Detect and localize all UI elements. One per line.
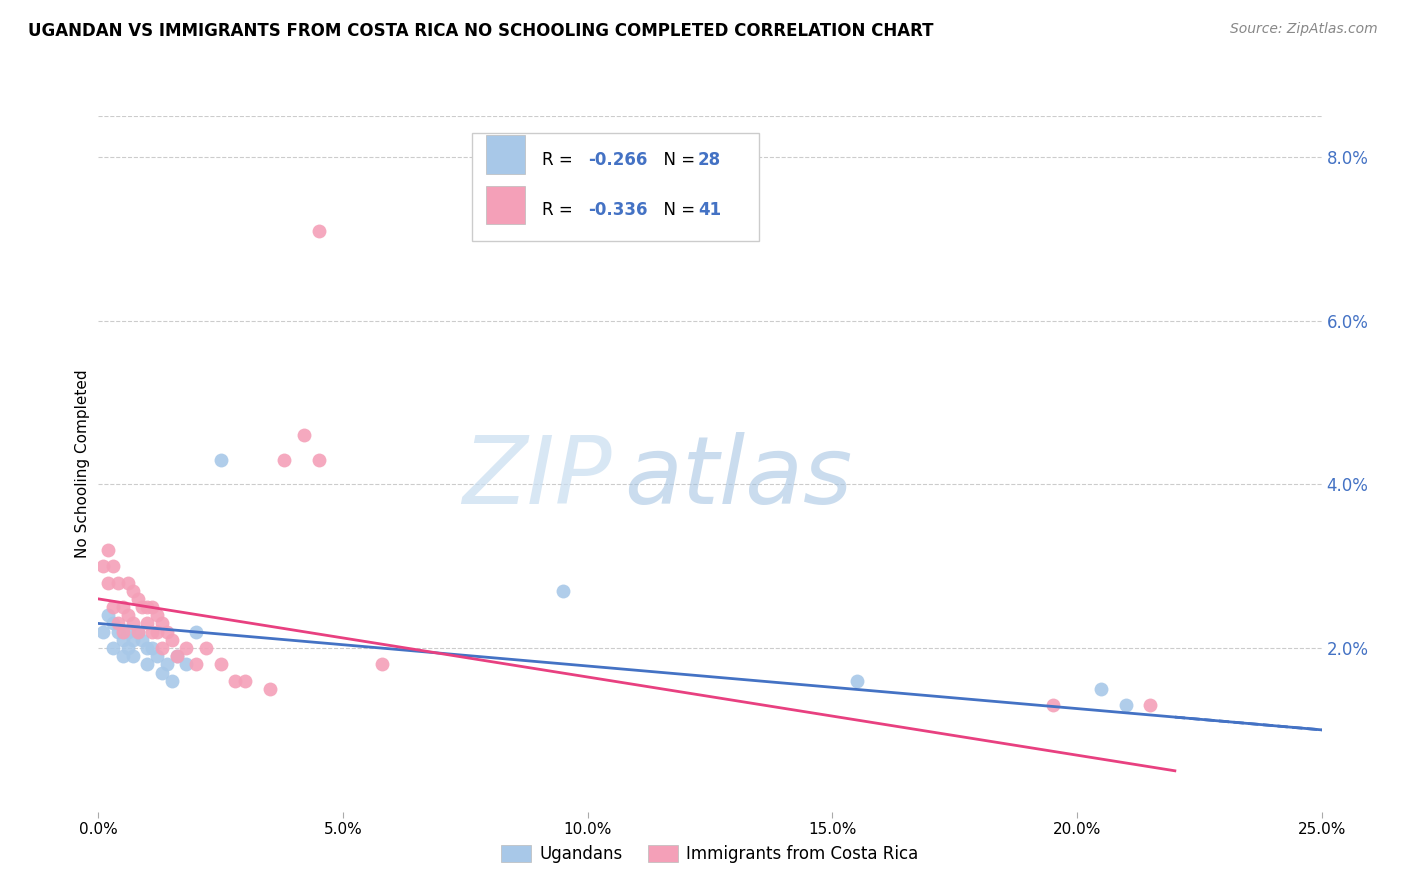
Point: [166, 649, 188, 664]
Point: [176, 657, 198, 672]
Text: R =: R =: [543, 151, 578, 169]
Point: [121, 583, 143, 598]
Point: [195, 640, 218, 655]
Point: [160, 632, 183, 647]
Point: [121, 616, 143, 631]
Text: N =: N =: [652, 201, 700, 219]
Point: [141, 600, 163, 615]
Text: 28: 28: [697, 151, 721, 169]
Point: [107, 624, 129, 639]
Point: [1090, 681, 1112, 696]
Point: [101, 559, 124, 574]
Text: 41: 41: [697, 201, 721, 219]
Point: [224, 673, 246, 688]
Point: [150, 616, 173, 631]
Point: [1042, 698, 1064, 713]
Legend: Ugandans, Immigrants from Costa Rica: Ugandans, Immigrants from Costa Rica: [495, 838, 925, 870]
Point: [101, 616, 124, 631]
Point: [150, 640, 173, 655]
Point: [273, 452, 295, 467]
Point: [117, 624, 139, 639]
Point: [131, 632, 153, 647]
Point: [292, 428, 315, 442]
Point: [101, 640, 124, 655]
Point: [127, 624, 149, 639]
Point: [160, 673, 183, 688]
Point: [209, 657, 232, 672]
Point: [233, 673, 256, 688]
Point: [117, 575, 139, 590]
Point: [121, 649, 143, 664]
Point: [127, 591, 149, 606]
Text: R =: R =: [543, 201, 578, 219]
Text: -0.336: -0.336: [588, 201, 647, 219]
Point: [111, 632, 134, 647]
Text: UGANDAN VS IMMIGRANTS FROM COSTA RICA NO SCHOOLING COMPLETED CORRELATION CHART: UGANDAN VS IMMIGRANTS FROM COSTA RICA NO…: [28, 22, 934, 40]
Point: [845, 673, 868, 688]
Point: [146, 608, 169, 623]
Point: [146, 624, 169, 639]
Point: [371, 657, 394, 672]
Point: [131, 600, 153, 615]
Bar: [486, 136, 526, 174]
Bar: [486, 186, 526, 224]
Point: [186, 657, 208, 672]
Point: [121, 632, 143, 647]
Text: atlas: atlas: [624, 433, 852, 524]
Point: [91, 624, 114, 639]
Point: [107, 616, 129, 631]
Point: [111, 600, 134, 615]
Point: [308, 223, 330, 237]
Text: -0.266: -0.266: [588, 151, 647, 169]
Point: [146, 649, 169, 664]
Point: [166, 649, 188, 664]
Point: [1139, 698, 1161, 713]
Point: [117, 640, 139, 655]
Point: [111, 624, 134, 639]
Point: [136, 600, 159, 615]
Text: ZIP: ZIP: [463, 433, 612, 524]
Point: [1115, 698, 1137, 713]
Text: Source: ZipAtlas.com: Source: ZipAtlas.com: [1230, 22, 1378, 37]
Point: [209, 452, 232, 467]
Point: [107, 575, 129, 590]
Point: [141, 640, 163, 655]
Point: [127, 624, 149, 639]
Point: [111, 649, 134, 664]
Point: [259, 681, 281, 696]
Point: [150, 665, 173, 680]
Point: [308, 452, 330, 467]
Point: [136, 657, 159, 672]
Point: [97, 542, 120, 557]
Point: [141, 624, 163, 639]
Point: [136, 616, 159, 631]
Point: [97, 608, 120, 623]
Point: [553, 583, 575, 598]
Point: [117, 608, 139, 623]
Point: [136, 640, 159, 655]
Point: [176, 640, 198, 655]
Point: [91, 559, 114, 574]
Point: [156, 657, 179, 672]
Text: N =: N =: [652, 151, 700, 169]
Point: [156, 624, 179, 639]
Point: [97, 575, 120, 590]
Point: [186, 624, 208, 639]
Point: [101, 600, 124, 615]
Y-axis label: No Schooling Completed: No Schooling Completed: [75, 369, 90, 558]
